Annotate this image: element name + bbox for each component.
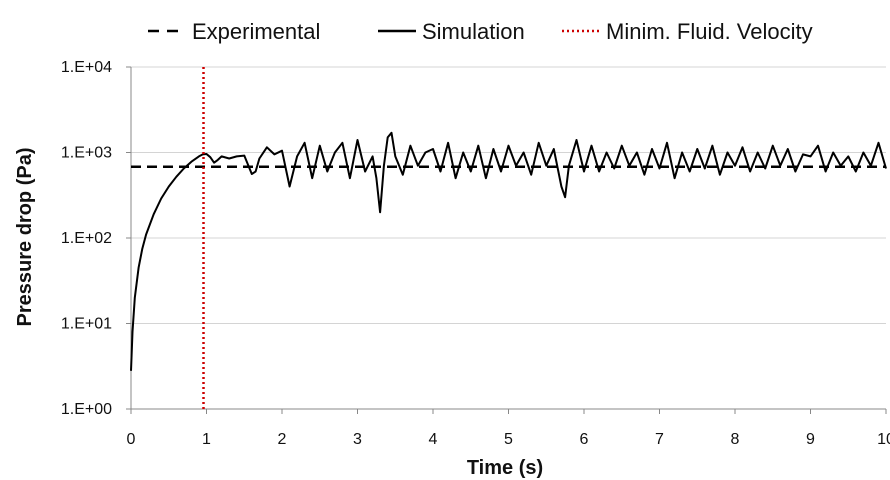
- legend-label-2: Minim. Fluid. Velocity: [606, 19, 813, 44]
- gridlines: [131, 66, 886, 324]
- x-tick-label: 1: [202, 431, 211, 448]
- x-tick-label: 6: [580, 431, 589, 448]
- x-tick-label: 10: [877, 431, 890, 448]
- legend-label-0: Experimental: [192, 19, 320, 44]
- axes: [126, 66, 887, 414]
- x-axis-tick-labels: 0 1 2 3 4 5 6 7 8 9 10: [127, 431, 890, 448]
- y-tick-label: 1.E+00: [61, 401, 112, 418]
- legend: Experimental Simulation Minim. Fluid. Velo…: [148, 19, 813, 44]
- x-tick-label: 9: [806, 431, 815, 448]
- legend-label-1: Simulation: [422, 19, 525, 44]
- y-tick-label: 1.E+03: [61, 145, 112, 162]
- series-lines: [130, 67, 887, 409]
- y-axis-tick-labels: 1.E+00 1.E+01 1.E+02 1.E+03 1.E+04: [61, 59, 112, 418]
- x-tick-label: 7: [655, 431, 664, 448]
- y-tick-label: 1.E+04: [61, 59, 112, 76]
- x-tick-label: 5: [504, 431, 513, 448]
- x-tick-label: 0: [127, 431, 136, 448]
- x-tick-label: 2: [278, 431, 287, 448]
- x-tick-label: 8: [731, 431, 740, 448]
- x-axis-title: Time (s): [467, 457, 543, 479]
- y-axis-title: Pressure drop (Pa): [14, 148, 36, 327]
- x-tick-label: 4: [429, 431, 438, 448]
- y-tick-label: 1.E+02: [61, 230, 112, 247]
- y-tick-label: 1.E+01: [61, 316, 112, 333]
- series-line-1: [130, 131, 887, 371]
- x-tick-label: 3: [353, 431, 362, 448]
